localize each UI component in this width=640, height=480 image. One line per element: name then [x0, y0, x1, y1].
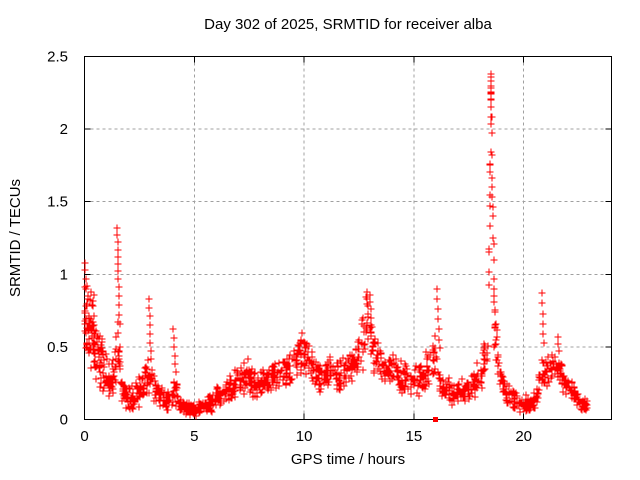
x-tick-label: 20 — [515, 428, 532, 445]
y-tick-label: 1 — [60, 266, 68, 283]
chart-title: Day 302 of 2025, SRMTID for receiver alb… — [204, 16, 492, 33]
plot-border — [84, 56, 612, 420]
x-tick-label: 15 — [406, 428, 423, 445]
y-tick-label: 1.5 — [47, 194, 68, 211]
y-tick-label: 2.5 — [47, 49, 68, 66]
y-axis-label: SRMTID / TECUs — [7, 179, 24, 297]
gridlines — [84, 56, 612, 420]
tick-labels: 0 5 10 15 20 0 0.5 1 1.5 2 2.5 — [47, 49, 532, 446]
x-tick-label: 10 — [296, 428, 313, 445]
square-marker — [433, 417, 438, 422]
y-tick-label: 2 — [60, 121, 68, 138]
y-tick-label: 0.5 — [47, 339, 68, 356]
square-data-point — [433, 417, 438, 422]
data-points — [81, 70, 591, 420]
x-axis-label: GPS time / hours — [291, 451, 405, 468]
x-tick-label: 5 — [190, 428, 198, 445]
x-tick-label: 0 — [80, 428, 88, 445]
y-tick-label: 0 — [60, 412, 68, 429]
